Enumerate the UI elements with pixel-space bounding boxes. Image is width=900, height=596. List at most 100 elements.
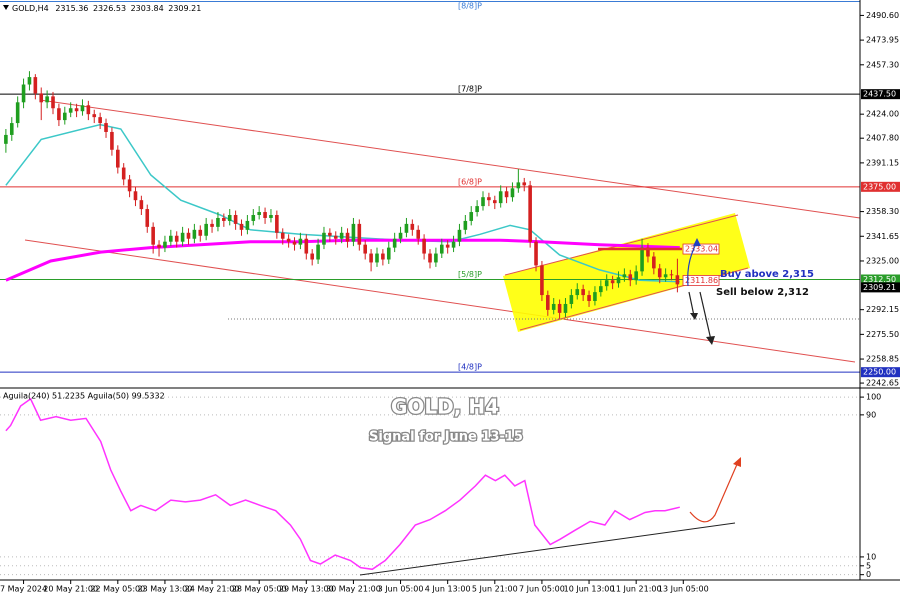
candle-body [74, 108, 79, 112]
candle-body [92, 114, 97, 118]
candle-body [669, 274, 674, 276]
candle-body [604, 280, 609, 287]
candle-body [622, 274, 627, 278]
x-tick-label: 28 May 05:00 [232, 585, 287, 594]
level-price: 2250.00 [863, 368, 896, 377]
candle-body [239, 223, 244, 230]
candle-body [593, 292, 597, 301]
y-tick-label: 0 [866, 570, 871, 579]
y-tick-label: 90 [866, 410, 876, 419]
level-price: 2375.00 [863, 182, 896, 191]
level-name: [7/8]P [458, 85, 482, 94]
candle-body [80, 105, 85, 112]
oscillator-trendline [359, 522, 736, 576]
level-price-box [861, 274, 900, 285]
y-tick-label: 2457.30 [866, 60, 899, 69]
high: 2326.53 [93, 4, 126, 13]
x-tick-label: 3 Jun 05:00 [378, 585, 424, 594]
header-icon [3, 5, 9, 10]
candle-body [546, 295, 550, 310]
candle-body [652, 256, 656, 269]
candle-body [445, 244, 450, 248]
level-name: [4/8]P [458, 363, 482, 372]
y-tick-label: 2473.95 [866, 36, 899, 45]
candle-body [522, 182, 527, 186]
projection-arrow-head [733, 457, 741, 467]
candle-body [504, 191, 509, 198]
candle-body [434, 253, 438, 263]
candle-body [551, 303, 556, 310]
candle-body [127, 179, 132, 192]
x-tick-label: 4 Jun 13:00 [425, 585, 471, 594]
candle-body [192, 229, 197, 239]
candle-body [410, 223, 415, 230]
candle-body [381, 253, 385, 260]
candle-body [469, 212, 474, 221]
chart-header: GOLD,H4 2315.36 2326.53 2303.84 2309.21 [12, 4, 201, 13]
y-tick-label: 100 [866, 393, 881, 402]
signal-text: Signal for June 13-15 [369, 430, 523, 445]
candle-body [475, 206, 479, 213]
candle-body [363, 244, 368, 254]
candle-body [68, 108, 73, 113]
candle-body [616, 277, 621, 284]
x-tick-label: 20 May 21:00 [43, 585, 98, 594]
candle-body [145, 209, 150, 227]
candle-body [104, 123, 108, 132]
candle-body [133, 191, 138, 201]
y-tick-label: 2275.50 [866, 330, 899, 339]
candle-body [345, 232, 350, 242]
candle-body [557, 303, 562, 313]
candle-body [57, 108, 61, 121]
candle-body [169, 235, 173, 242]
candle-body [463, 220, 468, 230]
candle-body [646, 247, 650, 257]
candle-body [163, 241, 167, 248]
candle-body [422, 238, 426, 254]
y-tick-label: 2242.65 [866, 379, 899, 388]
candle-body [251, 215, 256, 221]
candle-body [86, 105, 91, 115]
level-name: [8/8]P [458, 2, 482, 11]
candle-body [110, 131, 114, 150]
candle-body [204, 223, 208, 236]
y-tick-label: 2325.00 [866, 256, 899, 265]
candle-body [575, 289, 580, 296]
candle-body [540, 265, 544, 296]
candle-body [62, 112, 67, 121]
candle-body [275, 215, 279, 233]
x-tick-label: 11 Jun 21:00 [611, 585, 662, 594]
candle-body [174, 235, 179, 242]
candle-body [33, 77, 38, 94]
y-tick-label: 10 [866, 552, 876, 561]
x-tick-label: 23 May 13:00 [138, 585, 193, 594]
candle-body [569, 295, 574, 304]
candle-body [487, 197, 491, 201]
sell-label: Sell below 2,312 [716, 287, 809, 298]
close: 2309.21 [168, 4, 201, 13]
candle-body [310, 253, 314, 260]
candle-body [269, 215, 273, 218]
candle-body [351, 223, 356, 242]
y-tick-label: 2358.30 [866, 207, 899, 216]
candle-body [116, 149, 120, 168]
y-tick-label: 2258.85 [866, 355, 899, 364]
candle-body [534, 241, 538, 266]
candle-body [210, 223, 214, 227]
candle-body [398, 232, 403, 239]
level-price-box [861, 367, 900, 378]
sell-arrow [688, 291, 695, 317]
candle-body [139, 200, 144, 210]
current-price: 2309.21 [863, 283, 896, 292]
low: 2303.84 [131, 4, 164, 13]
candle-body [316, 244, 320, 260]
candle-body [416, 229, 421, 239]
y-tick-label: 5 [866, 561, 871, 570]
x-tick-label: 10 Jun 13:00 [564, 585, 615, 594]
candle-body [563, 303, 568, 313]
candle-body [451, 241, 456, 248]
candle-body [634, 271, 638, 281]
candle-body [610, 280, 615, 284]
candle-body [39, 93, 44, 103]
